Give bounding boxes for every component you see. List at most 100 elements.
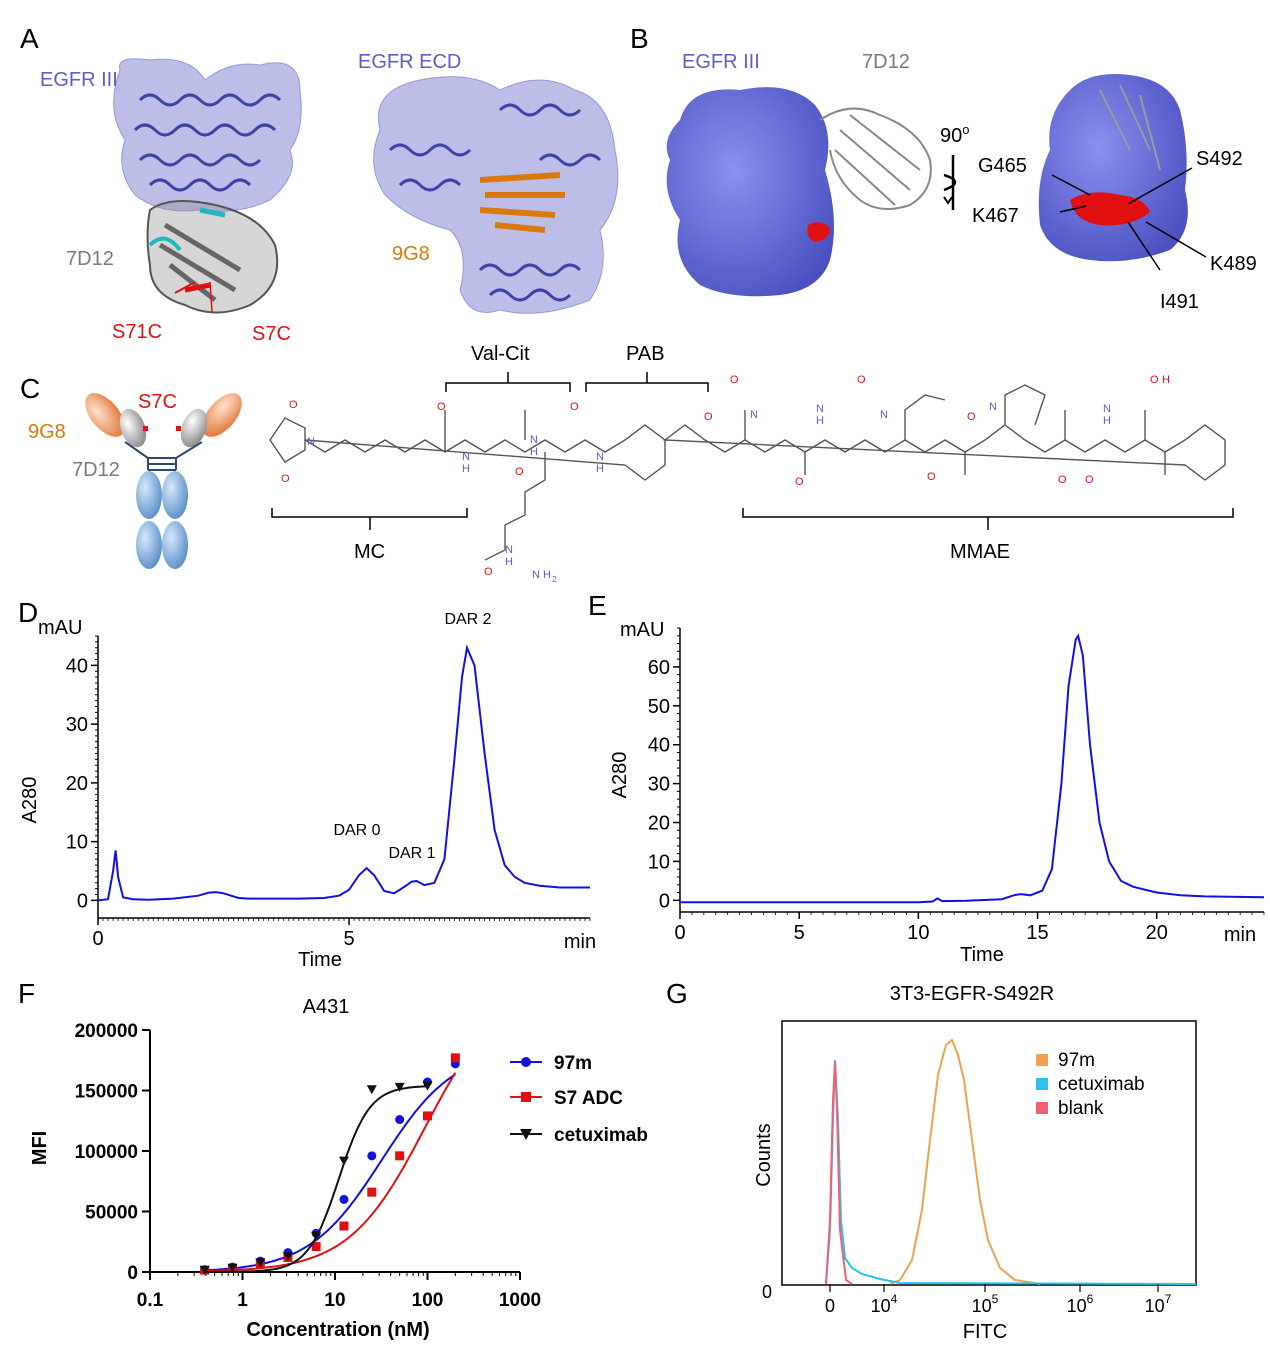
binding-curve-f: 0 50000 100000 150000 200000 0.1 1 10 100 1000 — [75, 1021, 542, 1311]
structure-brackets — [271, 372, 1234, 530]
legend-marker-s7-adc — [521, 1092, 531, 1102]
structure-atoms: O O N O N H O N H O N H O O N O N H O N … — [281, 374, 1170, 584]
panel-c-letter: C — [20, 373, 40, 404]
legend-97m: 97m — [554, 1053, 592, 1074]
f-point-97m — [367, 1151, 377, 1161]
svg-text:O: O — [857, 374, 866, 386]
panel-e-letter: E — [588, 590, 607, 621]
panel-a: A EGFR III 7D12 S71C S7C — [20, 23, 619, 345]
g-legend-cetuximab: cetuximab — [1058, 1074, 1145, 1095]
f-fit-1 — [204, 1072, 457, 1273]
legend-swatch-97m — [1036, 1054, 1048, 1066]
svg-text:N: N — [750, 409, 758, 421]
b-7d12-label: 7D12 — [862, 51, 910, 73]
f-point-s7-adc — [395, 1151, 405, 1161]
residue-g465: G465 — [978, 155, 1027, 177]
g-xtick-3: 106 — [1067, 1292, 1094, 1316]
e-x-tick-label: 5 — [794, 922, 805, 944]
flow-histogram: 0 104 105 106 107 0 — [762, 1020, 1197, 1316]
rotation-arrow-icon — [943, 155, 957, 210]
e-y-tick-label: 40 — [648, 735, 670, 757]
g-legend: 97m cetuximab blank — [1036, 1050, 1145, 1119]
d-x-tick-label: 0 — [92, 928, 103, 950]
svg-text:N: N — [596, 451, 604, 463]
residue-k489: K489 — [1210, 253, 1257, 275]
g-legend-blank: blank — [1058, 1098, 1104, 1119]
e-y-tick-label: 60 — [648, 657, 670, 679]
svg-text:H: H — [543, 569, 551, 581]
d-y-tick-label: 40 — [66, 655, 88, 677]
d-y-tick-label: 0 — [77, 890, 88, 912]
e-xlabel: Time — [960, 944, 1004, 966]
e-x-unit: min — [1224, 924, 1256, 946]
g-ytick-0: 0 — [762, 1282, 772, 1302]
svg-text:O: O — [1085, 474, 1094, 486]
panel-b: B EGFR III 7D12 90o — [630, 23, 1257, 313]
e-x-tick-label: 0 — [674, 922, 685, 944]
f-point-cetuximab — [394, 1082, 405, 1092]
svg-text:H: H — [1162, 374, 1170, 386]
e-y-tick-label: 20 — [648, 813, 670, 835]
svg-text:O: O — [927, 471, 936, 483]
f-y-tick-label: 100000 — [75, 1142, 138, 1163]
f-point-97m — [395, 1115, 405, 1125]
f-ylabel: MFI — [29, 1131, 51, 1165]
s7c-label: S7C — [252, 323, 291, 345]
legend-marker-97m — [521, 1057, 531, 1067]
f-point-cetuximab — [199, 1265, 210, 1275]
e-y-tick-label: 50 — [648, 696, 670, 718]
e-trace — [680, 633, 1265, 904]
f-x-tick-label: 1 — [237, 1290, 248, 1311]
svg-text:O: O — [1150, 374, 1159, 386]
e-y-unit: mAU — [620, 619, 664, 641]
f-x-tick-label: 100 — [412, 1290, 444, 1311]
s71c-label: S71C — [112, 321, 162, 343]
svg-text:H: H — [816, 415, 824, 427]
f-point-cetuximab — [282, 1252, 293, 1262]
svg-text:N: N — [1103, 403, 1111, 415]
f-point-97m — [339, 1194, 349, 1204]
svg-text:H: H — [505, 556, 513, 568]
svg-text:O: O — [289, 399, 298, 411]
egfr-surface-rotated — [1038, 74, 1207, 271]
panel-d: D mAU A280 Time min DAR 0 DAR 1 DAR 2 0 1… — [18, 597, 596, 971]
residue-k467: K467 — [972, 205, 1019, 227]
f-point-cetuximab — [227, 1263, 238, 1273]
e-y-tick-label: 10 — [648, 851, 670, 873]
9g8-label: 9G8 — [392, 243, 430, 265]
f-y-tick-label: 200000 — [75, 1021, 138, 1042]
d-y-tick-label: 20 — [66, 773, 88, 795]
g-xlabel: FITC — [963, 1321, 1007, 1343]
svg-text:N: N — [530, 434, 538, 446]
svg-text:O: O — [730, 374, 739, 386]
g-plot-frame — [781, 1020, 1197, 1286]
mc-vc-pab-mmae-structure — [269, 384, 1226, 561]
legend-swatch-blank — [1036, 1102, 1048, 1114]
svg-text:N: N — [307, 436, 315, 448]
svg-text:O: O — [281, 473, 290, 485]
f-xlabel: Concentration (nM) — [246, 1319, 429, 1341]
residue-i491: I491 — [1160, 291, 1199, 313]
svg-text:N: N — [816, 403, 824, 415]
e-y-tick-label: 0 — [659, 890, 670, 912]
svg-text:N: N — [880, 409, 888, 421]
chromatogram-e: 0 10 20 30 40 50 60 0 5 10 15 20 — [648, 627, 1265, 944]
f-point-s7-adc — [311, 1242, 321, 1252]
legend-swatch-cetuximab — [1036, 1078, 1048, 1090]
egfr-surface-front — [666, 87, 932, 297]
panel-c: C S7C 9G8 7D12 O — [20, 343, 1234, 584]
svg-text:O: O — [437, 401, 446, 413]
f-y-tick-label: 150000 — [75, 1082, 138, 1103]
f-x-tick-label: 0.1 — [137, 1290, 164, 1311]
d-annot-dar1: DAR 1 — [388, 845, 435, 862]
f-point-s7-adc — [367, 1187, 377, 1197]
e-x-tick-label: 10 — [907, 922, 929, 944]
f-point-s7-adc — [423, 1111, 432, 1121]
svg-text:H: H — [462, 463, 470, 475]
svg-text:H: H — [1103, 415, 1111, 427]
svg-text:2: 2 — [552, 575, 557, 584]
valcit-label: Val-Cit — [471, 343, 530, 365]
pab-label: PAB — [626, 343, 665, 365]
f-y-tick-label: 0 — [127, 1263, 138, 1284]
